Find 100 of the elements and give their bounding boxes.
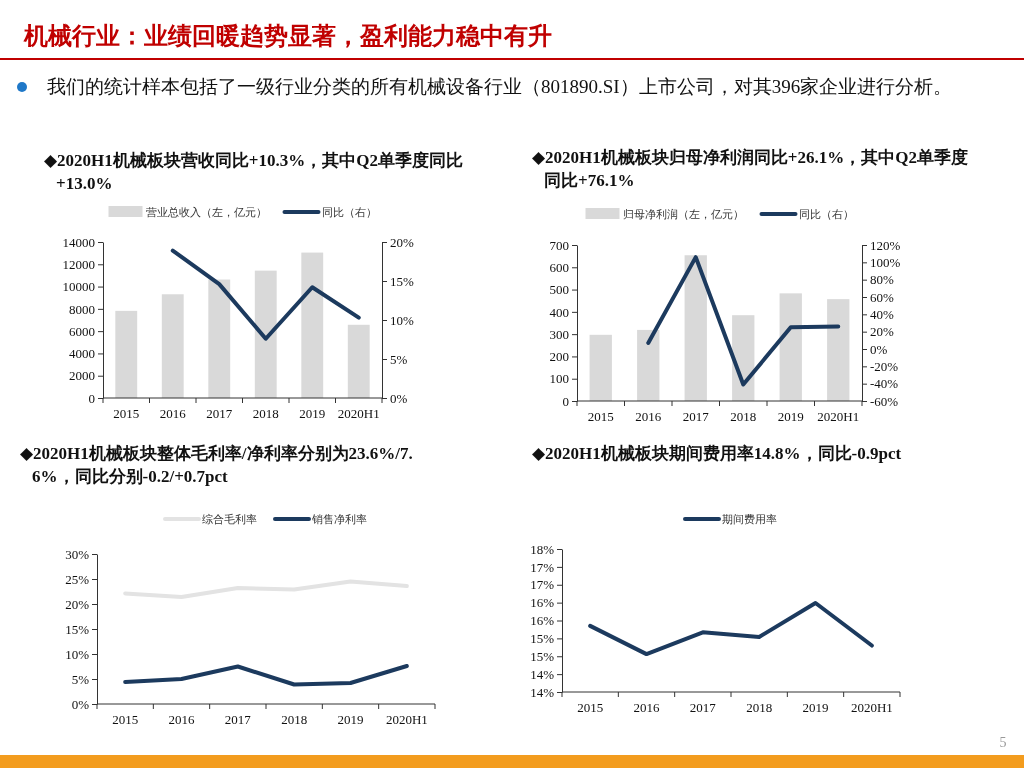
y2-tick-label: 120% bbox=[870, 237, 901, 253]
text: 机械行业：业绩回暖趋势显著，盈利能力稳中有升 bbox=[23, 23, 552, 49]
x-tick-label: 2017 bbox=[206, 406, 233, 421]
y-tick-label: 14% bbox=[530, 684, 555, 700]
x-tick-label: 2020H1 bbox=[850, 700, 893, 715]
bar bbox=[827, 299, 850, 401]
x-tick-label: 2019 bbox=[299, 406, 326, 421]
y2-tick-label: 20% bbox=[870, 324, 894, 340]
y2-tick-label: 80% bbox=[870, 272, 894, 288]
x-tick-label: 2016 bbox=[159, 406, 187, 421]
y2-tick-label: 15% bbox=[390, 273, 414, 289]
legend-label: 期间费用率 bbox=[722, 513, 777, 525]
y-tick-label: 15% bbox=[530, 631, 555, 647]
legend-label: 归母净利润（左，亿元） bbox=[622, 208, 744, 220]
x-tick-label: 2017 bbox=[682, 409, 710, 424]
legend-label: 销售净利率 bbox=[311, 513, 367, 525]
legend-label: 综合毛利率 bbox=[202, 513, 257, 525]
x-tick-label: 2020H1 bbox=[385, 712, 428, 727]
y-tick-label: 10% bbox=[65, 646, 90, 662]
y-tick-label: 600 bbox=[549, 259, 569, 275]
y-tick-label: 16% bbox=[530, 595, 555, 611]
x-tick-label: 2018 bbox=[252, 406, 279, 421]
bar bbox=[161, 294, 184, 398]
x-tick-label: 2020H1 bbox=[817, 409, 860, 424]
y2-tick-label: -40% bbox=[870, 376, 899, 392]
line-series bbox=[170, 248, 361, 341]
x-tick-label: 2020H1 bbox=[337, 406, 380, 421]
line-series bbox=[123, 664, 409, 687]
bar bbox=[301, 252, 324, 398]
x-tick-label: 2016 bbox=[168, 712, 195, 727]
y-tick-label: 12000 bbox=[62, 256, 95, 272]
bar bbox=[115, 310, 138, 398]
line-series bbox=[588, 600, 874, 657]
y-tick-label: 20% bbox=[65, 596, 90, 612]
x-tick-label: 2019 bbox=[337, 712, 364, 727]
y-tick-label: 14% bbox=[530, 666, 555, 682]
chart-title: ◆2020H1机械板块整体毛利率/净利率分别为23.6%/7.6%，同比分别-0.2/+0.7pct bbox=[20, 444, 413, 486]
text: 5 bbox=[999, 735, 1007, 750]
y-tick-label: 200 bbox=[549, 349, 569, 365]
y2-tick-label: 60% bbox=[870, 289, 894, 305]
y2-tick-label: 10% bbox=[390, 312, 414, 328]
x-tick-label: 2015 bbox=[113, 406, 140, 421]
y-tick-label: 5% bbox=[71, 671, 90, 687]
legend-label: 同比（右） bbox=[321, 206, 377, 218]
y-tick-label: 4000 bbox=[69, 346, 95, 362]
y2-tick-label: 0% bbox=[870, 341, 888, 357]
y2-tick-label: 20% bbox=[390, 234, 414, 250]
x-tick-label: 2018 bbox=[746, 700, 773, 715]
y-tick-label: 0% bbox=[71, 696, 90, 712]
chart-title: ◆2020H1机械板块期间费用率14.8%，同比-0.9pct bbox=[532, 444, 902, 463]
x-tick-label: 2018 bbox=[730, 409, 757, 424]
y2-tick-label: 0% bbox=[390, 390, 408, 406]
y-tick-label: 10000 bbox=[62, 279, 95, 295]
chart-title: ◆2020H1机械板块归母净利润同比+26.1%，其中Q2单季度同比+76.1% bbox=[532, 148, 968, 190]
y-tick-label: 100 bbox=[549, 371, 569, 387]
x-tick-label: 2015 bbox=[112, 712, 139, 727]
y-tick-label: 17% bbox=[530, 559, 555, 575]
x-tick-label: 2017 bbox=[224, 712, 252, 727]
y-tick-label: 25% bbox=[65, 571, 90, 587]
y-tick-label: 16% bbox=[530, 613, 555, 629]
x-tick-label: 2016 bbox=[633, 700, 660, 715]
y-tick-label: 18% bbox=[530, 541, 555, 557]
bar bbox=[637, 329, 660, 401]
y-tick-label: 15% bbox=[65, 621, 90, 637]
y-tick-label: 8000 bbox=[69, 301, 95, 317]
y2-tick-label: 40% bbox=[870, 306, 894, 322]
x-tick-label: 2018 bbox=[281, 712, 308, 727]
y-tick-label: 15% bbox=[530, 648, 555, 664]
legend-label: 营业总收入（左，亿元） bbox=[145, 206, 267, 218]
line-series bbox=[123, 579, 409, 599]
bar bbox=[254, 270, 277, 398]
legend-label: 同比（右） bbox=[798, 208, 854, 220]
y-tick-label: 14000 bbox=[62, 234, 95, 250]
bar bbox=[589, 334, 612, 401]
line-series bbox=[646, 255, 841, 387]
x-tick-label: 2019 bbox=[777, 409, 804, 424]
y-tick-label: 0 bbox=[562, 393, 569, 409]
x-tick-label: 2016 bbox=[635, 409, 662, 424]
bar bbox=[779, 293, 802, 401]
y-tick-label: 2000 bbox=[69, 368, 95, 384]
chart-title: ◆2020H1机械板块营收同比+10.3%，其中Q2单季度同比+13.0% bbox=[44, 151, 463, 193]
x-tick-label: 2015 bbox=[587, 409, 614, 424]
bar bbox=[684, 255, 707, 401]
y-tick-label: 30% bbox=[65, 546, 90, 562]
y2-tick-label: -20% bbox=[870, 358, 899, 374]
bar bbox=[347, 324, 370, 398]
x-tick-label: 2019 bbox=[802, 700, 829, 715]
y-tick-label: 300 bbox=[549, 326, 569, 342]
text: 我们的统计样本包括了一级行业分类的所有机械设备行业（801890.SI）上市公司，对其396家企业进行分析。 bbox=[47, 76, 953, 97]
bar bbox=[208, 279, 231, 398]
y-tick-label: 0 bbox=[88, 390, 95, 406]
y-tick-label: 700 bbox=[549, 237, 569, 253]
y-tick-label: 400 bbox=[549, 304, 569, 320]
y2-tick-label: 100% bbox=[870, 254, 901, 270]
y-tick-label: 6000 bbox=[69, 323, 95, 339]
x-tick-label: 2017 bbox=[689, 700, 717, 715]
y-tick-label: 500 bbox=[549, 282, 569, 298]
y2-tick-label: -60% bbox=[870, 393, 899, 409]
x-tick-label: 2015 bbox=[577, 700, 604, 715]
y2-tick-label: 5% bbox=[390, 351, 408, 367]
